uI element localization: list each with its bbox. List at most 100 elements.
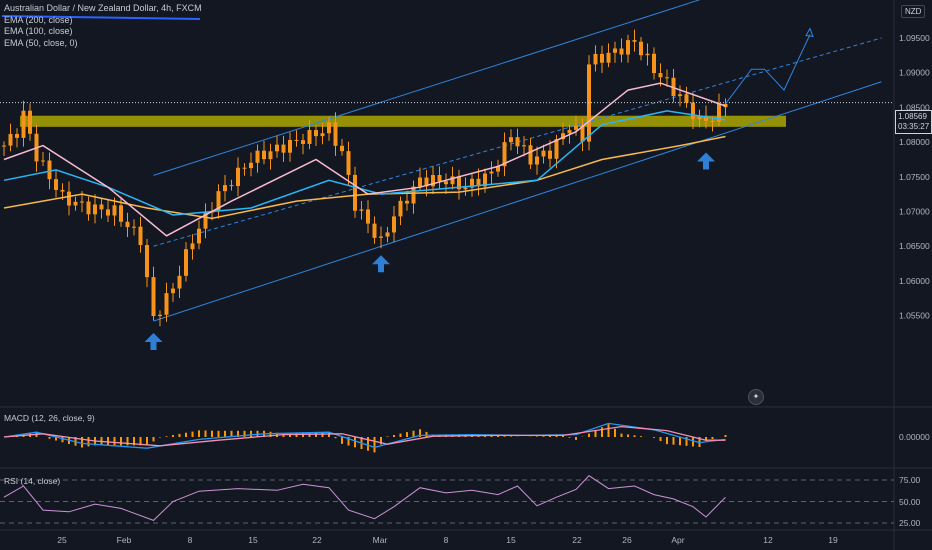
reversal-arrow-icon: [144, 332, 163, 350]
candle-body: [613, 48, 617, 53]
title-underline: [1, 15, 201, 20]
currency-badge[interactable]: NZD: [901, 5, 926, 18]
macd-line: [3, 422, 726, 449]
candle-body: [288, 139, 292, 153]
x-tick-label: 22: [572, 535, 582, 545]
candle-body: [197, 228, 201, 244]
candle-body: [717, 103, 721, 122]
rsi-label: RSI (14, close): [4, 476, 61, 486]
rsi-line: [3, 475, 726, 521]
candle-body: [515, 137, 520, 147]
candle-body: [54, 179, 58, 190]
candle-body: [632, 40, 637, 42]
y-tick-label: 1.08500: [899, 102, 930, 112]
macd-zero-label: 0.00000: [899, 432, 930, 442]
support-zone: [20, 115, 786, 127]
candle-body: [437, 175, 442, 182]
candle-body: [327, 122, 331, 134]
candle-body: [255, 150, 260, 163]
y-tick-label: 1.09500: [899, 33, 930, 43]
macd-signal-line: [3, 425, 726, 447]
candle-body: [21, 110, 26, 138]
candle-body: [203, 211, 208, 229]
candle-body: [41, 160, 45, 162]
candle-body: [450, 176, 455, 185]
candle-body: [444, 181, 448, 185]
candle-body: [704, 115, 708, 121]
candle-body: [301, 140, 305, 144]
candle-body: [190, 243, 195, 250]
candle-body: [171, 288, 175, 294]
candle-body: [392, 216, 396, 233]
candle-body: [522, 145, 526, 147]
candle-body: [483, 173, 487, 187]
candle-body: [164, 293, 169, 315]
candle-body: [476, 178, 481, 187]
candle-body: [333, 122, 338, 146]
ema200-line: [3, 135, 726, 220]
candle-body: [470, 178, 474, 188]
candle-body: [678, 94, 682, 97]
rsi-tick-50: 50.00: [899, 497, 921, 507]
candle-body: [372, 223, 377, 238]
candle-body: [457, 176, 461, 190]
candle-body: [262, 150, 266, 160]
x-tick-label: 8: [188, 535, 193, 545]
candle-body: [463, 187, 468, 190]
candle-body: [8, 133, 13, 146]
candle-body: [229, 185, 234, 187]
candle-body: [580, 125, 585, 142]
candle-body: [320, 133, 325, 137]
candle-body: [138, 226, 143, 246]
x-tick-label: Mar: [373, 535, 388, 545]
y-tick-label: 1.06000: [899, 276, 930, 286]
x-tick-label: Apr: [671, 535, 684, 545]
candle-body: [567, 129, 572, 134]
candle-body: [80, 201, 84, 203]
projection-path: [725, 34, 811, 105]
globe-icon[interactable]: ✦: [748, 389, 764, 405]
x-tick-label: 15: [248, 535, 258, 545]
candle-body: [548, 150, 552, 159]
candle-body: [314, 130, 318, 137]
candle-body: [60, 189, 65, 192]
candle-body: [509, 137, 513, 143]
countdown: 03:35:27: [898, 122, 930, 131]
candle-body: [93, 204, 97, 215]
candle-body: [697, 115, 702, 120]
candle-body: [216, 191, 221, 212]
candle-body: [86, 201, 91, 215]
candle-body: [223, 185, 227, 192]
candle-body: [639, 41, 643, 56]
candle-body: [112, 205, 117, 216]
projection-arrowhead: [805, 27, 814, 38]
candle-body: [431, 175, 435, 187]
candle-body: [658, 73, 663, 78]
candle-body: [353, 174, 357, 211]
rsi-tick-25: 25.00: [899, 518, 921, 528]
candle-body: [236, 167, 240, 187]
x-tick-label: 25: [57, 535, 67, 545]
y-tick-label: 1.06500: [899, 241, 930, 251]
candle-body: [2, 145, 6, 147]
candle-body: [177, 275, 182, 289]
candle-body: [574, 125, 578, 130]
candle-body: [106, 209, 110, 216]
last-price-tag: 1.08569 03:35:27: [895, 110, 932, 134]
chart-title: Australian Dollar / New Zealand Dollar, …: [4, 3, 202, 13]
candle-body: [593, 53, 598, 65]
candle-body: [294, 139, 299, 141]
x-tick-label: 8: [444, 535, 449, 545]
candle-body: [691, 102, 695, 120]
candle-body: [151, 277, 156, 317]
reversal-arrow-icon: [372, 255, 390, 273]
candle-body: [710, 120, 715, 122]
candle-body: [496, 166, 500, 172]
candle-body: [184, 249, 188, 276]
candle-body: [684, 94, 689, 103]
candle-body: [652, 53, 656, 74]
candle-body: [307, 130, 312, 144]
candle-body: [619, 48, 624, 55]
candle-body: [99, 204, 104, 210]
